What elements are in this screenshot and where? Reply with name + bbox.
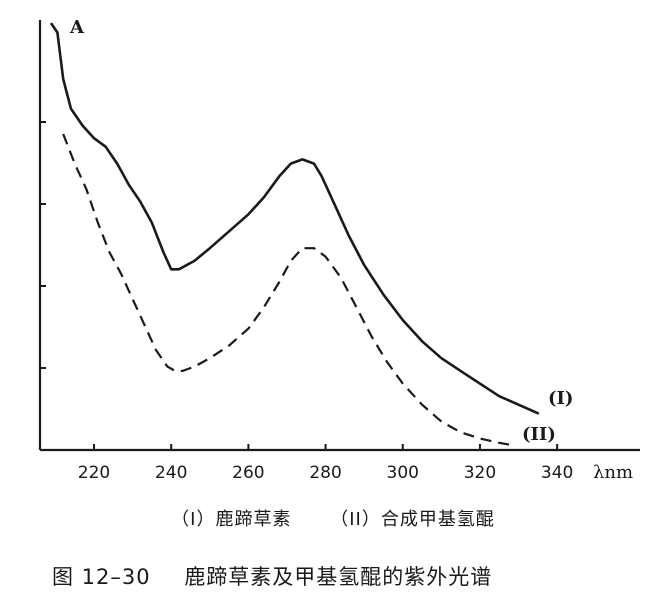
figure-title: 鹿蹄草素及甲基氢醌的紫外光谱 — [184, 565, 493, 589]
x-axis-label: λnm — [593, 462, 633, 483]
series-label-2: (II) — [522, 424, 556, 445]
series-line-2 — [62, 133, 511, 446]
x-tick-labels: 220 240 260 280 300 320 340 — [78, 444, 573, 483]
uv-spectrum-chart: 220 240 260 280 300 320 340 A λnm (I) (II) — [38, 17, 640, 483]
x-tick-label-300: 300 — [387, 463, 419, 483]
x-tick-label-260: 260 — [232, 463, 264, 483]
series-lines — [50, 22, 540, 446]
x-tick-label-280: 280 — [309, 463, 341, 483]
series-label-1: (I) — [548, 388, 573, 409]
legend-item-1: （I）鹿蹄草素 — [171, 509, 292, 530]
x-tick-label-320: 320 — [464, 463, 496, 483]
axes — [38, 20, 640, 452]
y-ticks — [40, 121, 46, 369]
x-tick-label-220: 220 — [78, 463, 110, 483]
y-axis-label: A — [69, 17, 85, 38]
legend: （I）鹿蹄草素 （II）合成甲基氢醌 — [0, 505, 666, 531]
x-tick-label-340: 340 — [541, 463, 573, 483]
figure-number: 图 12–30 — [52, 565, 151, 589]
x-tick-label-240: 240 — [155, 463, 187, 483]
legend-item-2: （II）合成甲基氢醌 — [330, 509, 495, 530]
series-line-1 — [50, 22, 540, 415]
figure-caption: 图 12–30 鹿蹄草素及甲基氢醌的紫外光谱 — [52, 561, 492, 591]
